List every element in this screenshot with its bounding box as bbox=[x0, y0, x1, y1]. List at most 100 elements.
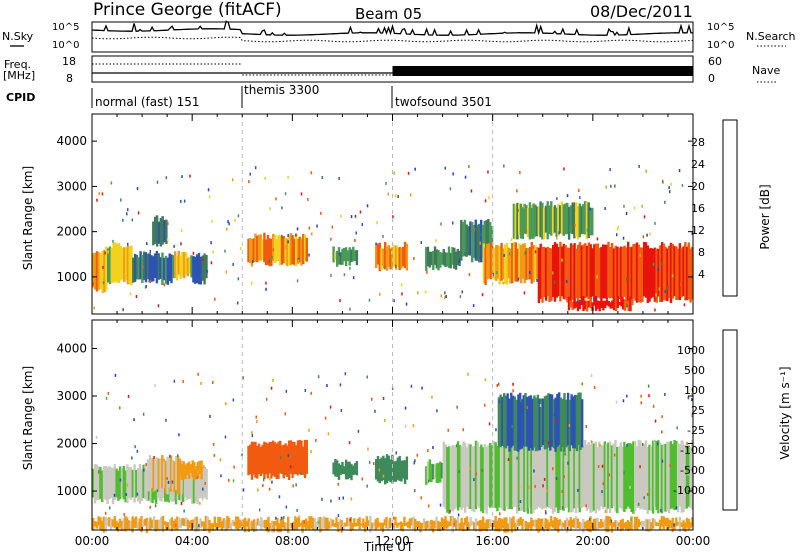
velocity-echo bbox=[414, 459, 416, 463]
power-cell bbox=[598, 301, 601, 312]
power-cell bbox=[495, 245, 498, 281]
velocity-cell bbox=[617, 522, 621, 527]
power-cell bbox=[463, 219, 467, 257]
freq-tick-bottom: 8 bbox=[66, 72, 73, 85]
x-tick-label: 20:00 bbox=[576, 534, 611, 548]
power-cell bbox=[648, 248, 651, 302]
velocity-echo bbox=[495, 428, 497, 432]
velocity-echo bbox=[552, 467, 554, 471]
velocity-cell bbox=[254, 522, 258, 532]
velocity-echo bbox=[142, 412, 145, 416]
power-echo bbox=[683, 303, 686, 307]
velocity-echo bbox=[95, 435, 98, 439]
velocity-cell bbox=[378, 522, 381, 527]
velocity-echo bbox=[561, 490, 563, 493]
power-cell bbox=[578, 242, 582, 298]
power-cell bbox=[582, 296, 585, 311]
velocity-cell bbox=[126, 517, 129, 530]
power-cell bbox=[168, 253, 171, 281]
velocity-echo bbox=[204, 482, 206, 485]
power-cell bbox=[566, 202, 569, 235]
velocity-cell bbox=[467, 522, 470, 530]
velocity-cell bbox=[458, 522, 462, 530]
velocity-echo bbox=[296, 508, 298, 512]
power-echo bbox=[610, 184, 612, 188]
velocity-cell bbox=[664, 443, 667, 512]
power-cell bbox=[527, 247, 530, 280]
power-cell bbox=[103, 249, 106, 293]
velocity-cell bbox=[185, 465, 188, 500]
freq-tick-top: 18 bbox=[62, 55, 76, 68]
velocity-cell bbox=[133, 464, 136, 503]
power-echo bbox=[272, 248, 275, 252]
power-echo bbox=[510, 238, 513, 242]
power-echo bbox=[642, 235, 645, 239]
velocity-cell bbox=[375, 459, 378, 480]
power-echo bbox=[502, 281, 504, 285]
velocity-cell bbox=[487, 445, 490, 507]
station-title: Prince George (fitACF) bbox=[93, 0, 282, 20]
power-cell bbox=[575, 202, 578, 237]
velocity-cell bbox=[336, 460, 339, 477]
velocity-cell bbox=[251, 520, 254, 530]
velocity-cell bbox=[558, 519, 562, 526]
velocity-cell bbox=[202, 521, 206, 531]
velocity-echo bbox=[201, 497, 204, 501]
velocity-echo bbox=[361, 477, 363, 481]
velocity-cell bbox=[156, 519, 159, 531]
velocity-cell bbox=[111, 519, 115, 527]
velocity-cell bbox=[455, 519, 458, 530]
velocity-echo bbox=[654, 419, 657, 423]
power-cell bbox=[676, 248, 680, 300]
velocity-cell bbox=[381, 522, 385, 533]
velocity-echo bbox=[691, 398, 693, 402]
power-cell bbox=[376, 243, 380, 265]
velocity-cell bbox=[177, 517, 181, 529]
power-cell bbox=[124, 247, 128, 280]
power-echo bbox=[503, 253, 505, 257]
velocity-echo bbox=[285, 389, 288, 393]
velocity-colorbar-tick: 500 bbox=[684, 364, 705, 377]
velocity-cell bbox=[492, 520, 496, 528]
power-cell bbox=[264, 239, 268, 266]
velocity-cell bbox=[183, 518, 186, 527]
velocity-echo bbox=[539, 404, 542, 407]
velocity-echo bbox=[604, 510, 607, 514]
velocity-echo bbox=[173, 379, 176, 383]
velocity-echo bbox=[371, 397, 373, 401]
velocity-cell bbox=[135, 469, 138, 498]
velocity-cell bbox=[393, 461, 396, 482]
power-echo bbox=[340, 252, 342, 256]
velocity-cell bbox=[217, 516, 220, 529]
velocity-cell bbox=[195, 516, 199, 532]
velocity-cell bbox=[371, 522, 374, 529]
velocity-cell bbox=[184, 464, 187, 479]
power-cell bbox=[600, 302, 603, 308]
velocity-cell bbox=[587, 519, 590, 532]
velocity-cell bbox=[195, 466, 198, 480]
velocity-echo bbox=[171, 480, 174, 484]
velocity-cell bbox=[227, 517, 231, 528]
power-cell bbox=[534, 204, 537, 237]
power-echo bbox=[387, 192, 389, 196]
velocity-cell bbox=[464, 442, 467, 513]
power-cell bbox=[295, 233, 298, 267]
power-cell bbox=[584, 300, 587, 310]
velocity-cell bbox=[321, 517, 324, 531]
power-cell bbox=[662, 243, 666, 300]
count-panel-frame bbox=[91, 21, 694, 53]
velocity-cell bbox=[302, 446, 305, 475]
velocity-echo bbox=[165, 418, 167, 422]
velocity-cell bbox=[193, 462, 196, 481]
velocity-cell bbox=[383, 519, 386, 526]
velocity-cell bbox=[275, 443, 278, 479]
velocity-colorbar-tick: -25 bbox=[687, 424, 705, 437]
velocity-echo bbox=[251, 431, 253, 435]
power-cell bbox=[675, 246, 678, 301]
velocity-cell bbox=[537, 442, 540, 507]
power-echo bbox=[142, 265, 144, 269]
power-echo bbox=[330, 273, 332, 277]
x-tick-label: 12:00 bbox=[375, 534, 410, 548]
power-cell bbox=[620, 296, 623, 307]
